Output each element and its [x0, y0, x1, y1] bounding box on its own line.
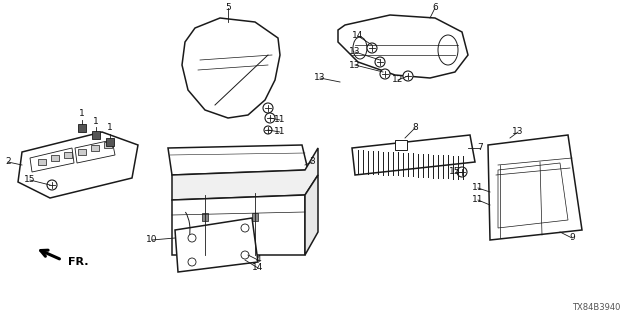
Bar: [106, 138, 114, 146]
Circle shape: [375, 57, 385, 67]
Text: 15: 15: [449, 167, 461, 177]
Text: TX84B3940: TX84B3940: [572, 303, 620, 312]
Text: 7: 7: [477, 143, 483, 153]
Polygon shape: [182, 18, 280, 118]
Text: 11: 11: [472, 183, 484, 193]
Bar: [104, 142, 112, 148]
Bar: [78, 149, 86, 155]
Text: 11: 11: [275, 116, 285, 124]
Polygon shape: [338, 15, 468, 78]
Text: 5: 5: [225, 4, 231, 12]
Text: 1: 1: [79, 109, 85, 118]
Bar: [252, 213, 258, 221]
Text: 3: 3: [309, 157, 315, 166]
Text: 13: 13: [314, 74, 326, 83]
Text: 15: 15: [24, 175, 36, 185]
Polygon shape: [172, 148, 318, 200]
Text: 4: 4: [255, 255, 261, 265]
Text: 2: 2: [5, 157, 11, 166]
Text: 1: 1: [93, 116, 99, 125]
Text: 10: 10: [147, 236, 157, 244]
Polygon shape: [488, 135, 582, 240]
Polygon shape: [498, 163, 568, 228]
Text: 13: 13: [512, 127, 524, 137]
Text: 13: 13: [349, 60, 361, 69]
Bar: [51, 155, 59, 161]
Circle shape: [380, 69, 390, 79]
Text: FR.: FR.: [68, 257, 88, 267]
Polygon shape: [30, 148, 74, 172]
Polygon shape: [175, 218, 258, 272]
Text: 11: 11: [275, 127, 285, 137]
Bar: [92, 131, 100, 139]
Circle shape: [457, 167, 467, 177]
Text: 8: 8: [412, 124, 418, 132]
Circle shape: [188, 258, 196, 266]
Circle shape: [264, 126, 272, 134]
Text: 14: 14: [352, 31, 364, 41]
Circle shape: [367, 43, 377, 53]
Circle shape: [47, 180, 57, 190]
Circle shape: [188, 234, 196, 242]
Bar: [395, 140, 407, 150]
Polygon shape: [75, 140, 115, 163]
Polygon shape: [172, 195, 305, 255]
Circle shape: [241, 224, 249, 232]
Bar: [91, 145, 99, 151]
Bar: [64, 152, 72, 158]
Circle shape: [263, 103, 273, 113]
Text: 9: 9: [569, 234, 575, 243]
Text: 6: 6: [432, 4, 438, 12]
Circle shape: [265, 113, 275, 123]
Polygon shape: [18, 132, 138, 198]
Bar: [202, 213, 208, 221]
Bar: [78, 124, 86, 132]
Polygon shape: [352, 135, 475, 175]
Circle shape: [403, 71, 413, 81]
Bar: [38, 159, 46, 165]
Text: 13: 13: [349, 47, 361, 57]
Text: 11: 11: [472, 196, 484, 204]
Polygon shape: [168, 145, 308, 175]
Text: 14: 14: [252, 263, 264, 273]
Circle shape: [241, 251, 249, 259]
Polygon shape: [305, 175, 318, 255]
Text: 12: 12: [392, 76, 404, 84]
Text: 1: 1: [107, 124, 113, 132]
